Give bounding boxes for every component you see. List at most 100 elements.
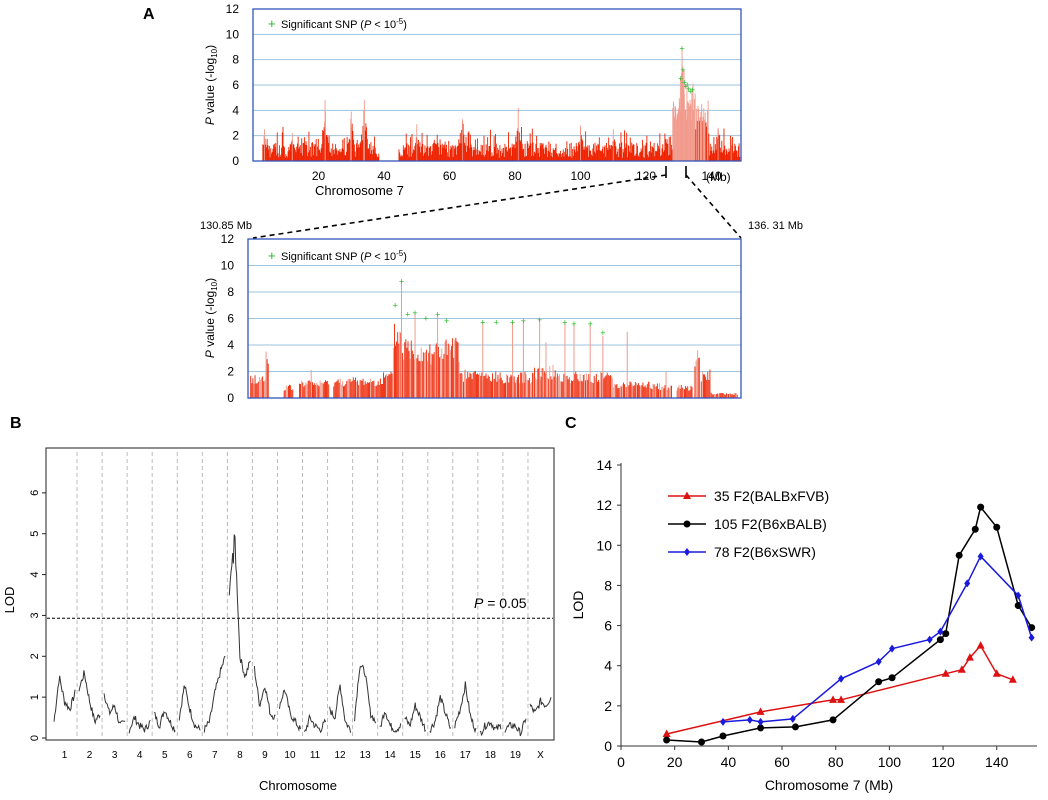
data-point-diamond	[977, 552, 984, 561]
data-point-triangle	[941, 669, 950, 677]
legend-label: 78 F2(B6xSWR)	[714, 544, 816, 560]
data-point-triangle	[976, 641, 985, 649]
y-tick-label: 12	[226, 2, 240, 16]
chromosome-tick-label: 19	[510, 750, 522, 761]
significant-snp-marker: +	[399, 276, 404, 286]
series-line	[666, 505, 1033, 743]
data-point-triangle	[992, 669, 1001, 677]
x-tick-label: 0	[617, 754, 625, 770]
chromosome-tick-label: 5	[162, 750, 168, 761]
panel-a-zoom-frame	[247, 238, 742, 399]
data-point-triangle	[965, 653, 974, 661]
x-tick-label: 40	[721, 754, 737, 770]
significant-snp-marker: +	[600, 328, 605, 338]
panel-b-threshold-label: P = 0.05	[474, 595, 527, 611]
data-point-circle	[971, 525, 979, 533]
data-point-circle	[829, 716, 837, 724]
y-tick-label: 8	[227, 285, 234, 299]
panel-c-ylabel: LOD	[570, 591, 586, 620]
data-point-diamond	[926, 635, 933, 644]
x-tick-label: 140	[985, 754, 1009, 770]
chromosome-tick-label: 2	[87, 750, 93, 761]
legend-label: 105 F2(B6xBALB)	[714, 516, 827, 532]
chromosome-tick-label: 13	[360, 750, 372, 761]
data-point-diamond	[964, 579, 971, 588]
significant-snp-marker: +	[562, 317, 567, 327]
y-tick-label: 12	[596, 497, 612, 513]
y-tick-label: 2	[227, 365, 234, 379]
y-tick-label: 3	[29, 612, 41, 618]
y-tick-label: 2	[604, 698, 612, 714]
chromosome-tick-label: 6	[187, 750, 193, 761]
y-tick-label: 8	[232, 53, 239, 67]
data-point-circle	[1014, 602, 1022, 609]
y-tick-label: 4	[227, 338, 234, 352]
chromosome-tick-label: 9	[262, 750, 268, 761]
significant-snp-marker: +	[588, 319, 593, 329]
panel-b-ylabel: LOD	[2, 587, 17, 614]
y-tick-label: 1	[29, 694, 41, 700]
y-tick-label: 0	[227, 391, 234, 405]
x-tick-label: 100	[878, 754, 902, 770]
data-point-triangle	[829, 695, 838, 703]
panel-b-frame	[45, 447, 555, 741]
panel-a-label: A	[143, 6, 155, 23]
data-point-circle	[942, 630, 950, 638]
y-tick-label: 10	[596, 537, 612, 553]
panel-c-chart: 0 2 4 6 8 10 12 14 0 20 40 60 80 100 120 140 LOD Chrom…	[570, 457, 1037, 793]
data-point-diamond	[684, 548, 690, 556]
significant-snp-marker: +	[510, 317, 515, 327]
chromosome-tick-label: 8	[237, 750, 243, 761]
significant-snp-marker: +	[690, 85, 695, 95]
series-line	[722, 555, 1033, 723]
chromosome-tick-label: 7	[212, 750, 218, 761]
x-tick-label: 140	[702, 169, 722, 183]
data-point-circle	[757, 724, 765, 732]
data-point-triangle	[662, 729, 671, 737]
y-tick-label: 4	[604, 658, 612, 674]
data-point-circle	[719, 732, 727, 740]
data-point-circle	[1028, 624, 1036, 632]
y-tick-label: 6	[227, 312, 234, 326]
significant-snp-marker: +	[521, 316, 526, 326]
data-point-diamond	[719, 717, 726, 726]
x-tick-label: 40	[377, 169, 391, 183]
data-point-circle	[663, 736, 671, 744]
chromosome-tick-label: 18	[485, 750, 497, 761]
chromosome-tick-label: 14	[385, 750, 397, 761]
panel-a-top-legend-text: Significant SNP (P < 10-5)	[281, 17, 407, 31]
data-point-circle	[791, 723, 799, 731]
significant-snp-marker: +	[494, 317, 499, 327]
panel-a-top-xunit: (Mb)	[706, 170, 731, 184]
chromosome-tick-label: 11	[310, 750, 321, 761]
significant-snp-marker: +	[268, 248, 276, 263]
x-tick-label: 20	[667, 754, 683, 770]
significant-snp-marker: +	[682, 77, 687, 87]
data-point-circle	[888, 674, 896, 682]
zoom-right-label: 136. 31 Mb	[748, 220, 803, 232]
y-tick-label: 10	[221, 259, 235, 273]
data-point-circle	[683, 520, 691, 528]
data-point-diamond	[838, 674, 845, 683]
panel-a-zoom-legend-text: Significant SNP (P < 10-5)	[281, 249, 407, 263]
chromosome-tick-label: 15	[410, 750, 422, 761]
chromosome-tick-label: X	[537, 750, 544, 761]
data-point-circle	[977, 503, 985, 511]
panel-b-lod-curve	[53, 534, 552, 737]
chromosome-tick-label: 17	[460, 750, 472, 761]
y-tick-label: 4	[232, 103, 239, 117]
data-point-diamond	[1015, 591, 1022, 600]
zoom-left-label: 130.85 Mb	[200, 220, 252, 232]
y-tick-label: 4	[29, 572, 41, 578]
y-tick-label: 6	[29, 490, 41, 496]
data-point-triangle	[957, 665, 966, 673]
data-point-diamond	[937, 627, 944, 636]
panel-b-label: B	[10, 415, 22, 432]
significant-snp-marker: +	[685, 80, 690, 90]
zoom-connector-right	[685, 174, 742, 239]
data-point-triangle	[1008, 675, 1017, 683]
data-point-diamond	[1028, 633, 1035, 642]
